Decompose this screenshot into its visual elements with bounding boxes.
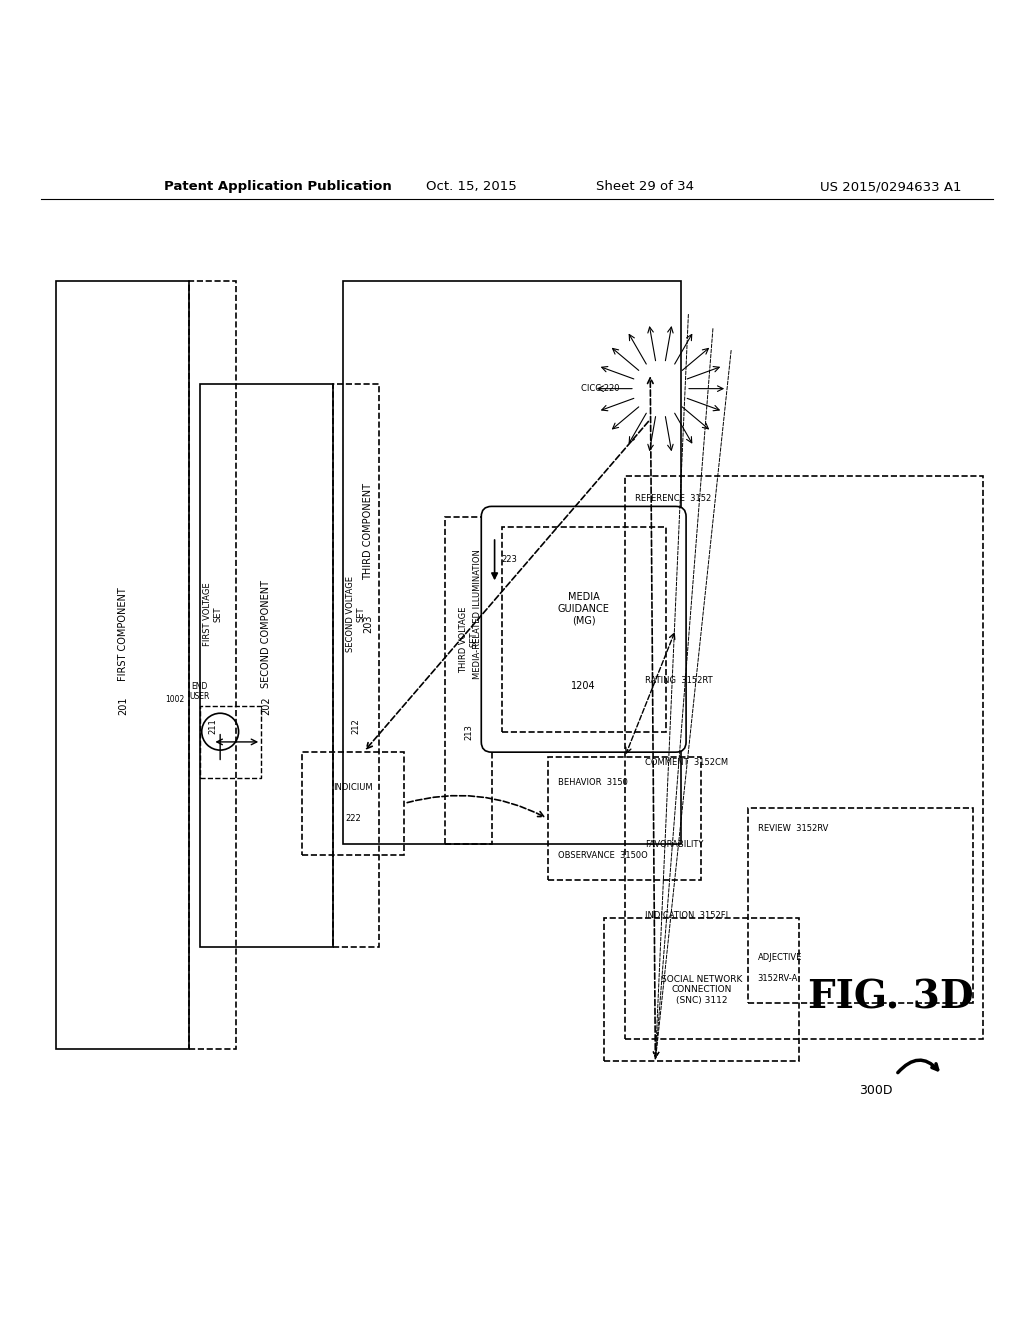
Text: Oct. 15, 2015: Oct. 15, 2015	[426, 181, 516, 194]
Text: 1204: 1204	[571, 681, 596, 690]
Text: 202: 202	[261, 697, 271, 715]
Text: SOCIAL NETWORK
CONNECTION
(SNC) 3112: SOCIAL NETWORK CONNECTION (SNC) 3112	[660, 975, 742, 1005]
Text: RATING  3152RT: RATING 3152RT	[645, 676, 713, 685]
Text: 300D: 300D	[859, 1084, 892, 1097]
Text: REVIEW  3152RV: REVIEW 3152RV	[758, 824, 828, 833]
Text: THIRD COMPONENT: THIRD COMPONENT	[364, 483, 374, 581]
Text: FIRST COMPONENT: FIRST COMPONENT	[118, 587, 128, 681]
Text: 223: 223	[502, 556, 518, 564]
Text: Sheet 29 of 34: Sheet 29 of 34	[596, 181, 694, 194]
Text: FIG. 3D: FIG. 3D	[808, 979, 974, 1016]
Text: THIRD VOLTAGE
SET: THIRD VOLTAGE SET	[459, 606, 478, 673]
FancyBboxPatch shape	[343, 281, 681, 845]
Text: REFERENCE  3152: REFERENCE 3152	[635, 494, 711, 503]
Text: 212: 212	[351, 718, 360, 734]
Text: FAVORABILITY: FAVORABILITY	[645, 840, 703, 849]
Text: 1002: 1002	[165, 696, 184, 704]
Text: 3152RV-A: 3152RV-A	[758, 974, 798, 982]
Text: COMMENT  3152CM: COMMENT 3152CM	[645, 758, 728, 767]
Text: 201: 201	[118, 697, 128, 715]
Text: Patent Application Publication: Patent Application Publication	[164, 181, 391, 194]
Text: INDICIUM: INDICIUM	[334, 784, 373, 792]
Text: ADJECTIVE: ADJECTIVE	[758, 953, 802, 962]
Text: SECOND VOLTAGE
SET: SECOND VOLTAGE SET	[346, 576, 366, 652]
Text: MEDIA-RELATED ILLUMINATION: MEDIA-RELATED ILLUMINATION	[473, 549, 482, 678]
Text: 211: 211	[208, 718, 217, 734]
Text: 222: 222	[345, 814, 361, 824]
Text: 213: 213	[464, 723, 473, 739]
Text: OBSERVANCE  3150O: OBSERVANCE 3150O	[558, 850, 648, 859]
FancyBboxPatch shape	[56, 281, 189, 1049]
Text: BEHAVIOR  3150: BEHAVIOR 3150	[558, 777, 628, 787]
Text: US 2015/0294633 A1: US 2015/0294633 A1	[820, 181, 962, 194]
FancyBboxPatch shape	[200, 384, 333, 946]
Text: SECOND COMPONENT: SECOND COMPONENT	[261, 581, 271, 689]
Text: END
USER: END USER	[189, 681, 210, 701]
FancyBboxPatch shape	[481, 507, 686, 752]
Text: INDICATION  3152FI: INDICATION 3152FI	[645, 912, 728, 920]
Text: 203: 203	[364, 615, 374, 634]
Text: MEDIA
GUIDANCE
(MG): MEDIA GUIDANCE (MG)	[558, 593, 609, 626]
Text: CICC 220: CICC 220	[581, 384, 620, 393]
Text: FIRST VOLTAGE
SET: FIRST VOLTAGE SET	[203, 582, 222, 645]
